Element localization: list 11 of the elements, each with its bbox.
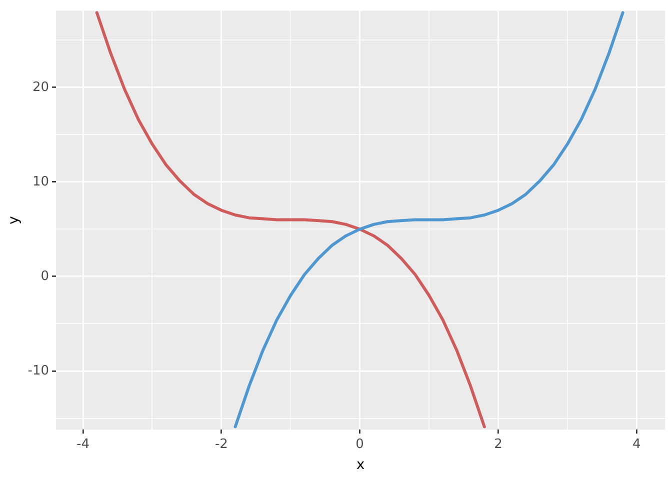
x-tick-label: 0	[356, 436, 364, 452]
y-tick-label: 10	[32, 174, 50, 190]
y-tick-label: 20	[32, 80, 50, 95]
x-tick-label: -2	[214, 436, 228, 452]
y-axis-title: y	[6, 216, 22, 224]
y-tick-label: 0	[40, 268, 50, 284]
x-tick-label: -4	[76, 436, 90, 452]
x-axis-title: x	[356, 457, 365, 474]
y-tick-label: -10	[28, 363, 50, 378]
x-tick-label: 4	[632, 436, 641, 452]
x-tick-label: 2	[494, 436, 502, 452]
